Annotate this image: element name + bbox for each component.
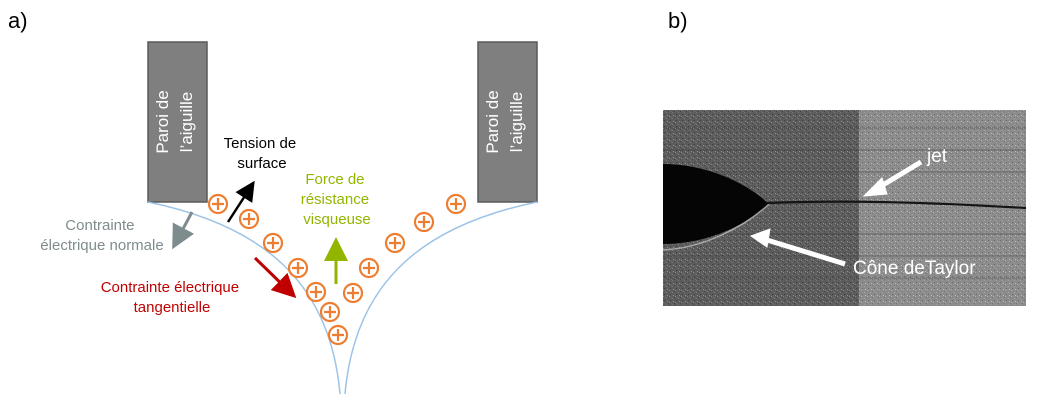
needle-wall-right: Paroi de l’aiguille <box>477 41 538 203</box>
svg-text:Contrainte électrique norm: Contrainte électrique normale <box>40 217 163 254</box>
normal-stress-label-2: électrique normale <box>40 237 163 254</box>
charges <box>207 193 467 346</box>
tangential-stress-label-2: tangentielle <box>134 299 211 316</box>
svg-text:l’aiguille: l’aiguille <box>177 92 196 152</box>
svg-text:Paroi de: Paroi de <box>483 90 502 153</box>
taylor-cone-shape <box>663 164 769 244</box>
charge-3 <box>262 232 284 254</box>
needle-wall-left-line2: l’aiguille <box>177 92 196 152</box>
taylor-cone-photo: jet Cône deTaylor <box>663 110 1026 306</box>
surface-tension-label-2: surface <box>237 155 286 172</box>
charge-12 <box>445 193 467 215</box>
charge-10 <box>384 232 406 254</box>
jet-line <box>766 200 1026 210</box>
svg-text:Paroi de: Paroi de <box>153 90 172 153</box>
charge-1 <box>207 193 229 215</box>
svg-text:Contrainte électrique tang: Contrainte électrique tangentielle <box>101 279 244 316</box>
needle-wall-right-line1: Paroi de <box>483 90 502 153</box>
charge-7 <box>327 324 349 346</box>
viscous-force-label-2: résistance <box>301 191 369 208</box>
panel-b-label: b) <box>668 8 688 33</box>
tangential-stress-arrow <box>253 256 297 299</box>
charge-11 <box>413 211 435 233</box>
needle-wall-right-line2: l’aiguille <box>507 92 526 152</box>
charge-8 <box>342 282 364 304</box>
svg-text:Tension de surface: Tension de surface <box>224 135 301 172</box>
tangential-stress-label-1: Contrainte électrique <box>101 279 239 296</box>
needle-wall-left-line1: Paroi de <box>153 90 172 153</box>
taylor-cone-label: Cône deTaylor <box>853 258 976 279</box>
charge-6 <box>319 301 341 323</box>
charge-5 <box>305 281 327 303</box>
viscous-force-label-3: visqueuse <box>303 211 371 228</box>
svg-text:Force de résistance vi: Force de résistance visqueuse <box>301 171 374 228</box>
charge-2 <box>238 208 260 230</box>
normal-stress-arrow <box>172 211 195 250</box>
jet-label: jet <box>926 146 948 167</box>
meniscus-left <box>147 201 341 395</box>
charge-4 <box>287 257 309 279</box>
normal-stress-label-1: Contrainte <box>65 217 134 234</box>
charge-9 <box>358 257 380 279</box>
svg-text:l’aiguille: l’aiguille <box>507 92 526 152</box>
meniscus-right <box>344 201 538 395</box>
viscous-force-label-1: Force de <box>305 171 364 188</box>
needle-wall-left: Paroi de l’aiguille <box>147 41 208 203</box>
panel-a-label: a) <box>8 8 28 33</box>
surface-tension-arrow <box>226 180 255 223</box>
surface-tension-label-1: Tension de <box>224 135 297 152</box>
